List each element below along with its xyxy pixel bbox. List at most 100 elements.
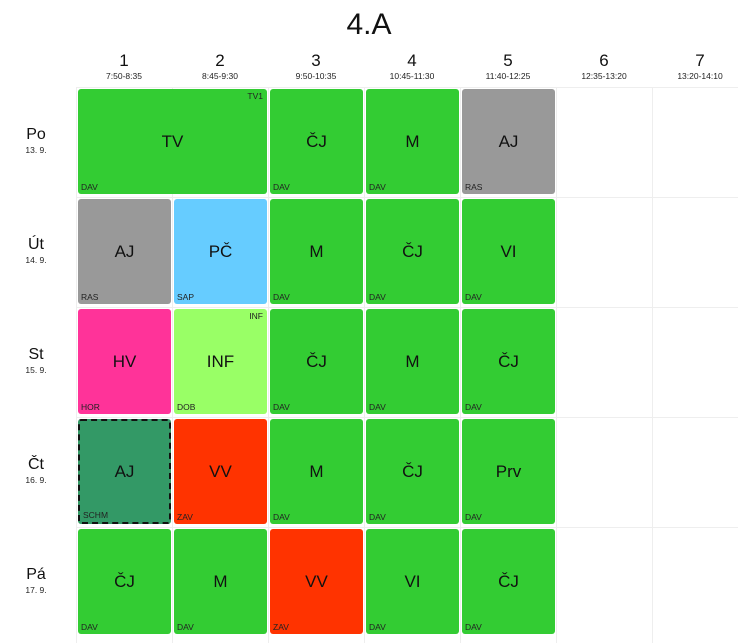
lesson-subject: ČJ bbox=[402, 461, 423, 481]
lesson-teacher: SAP bbox=[177, 292, 195, 302]
grid-line bbox=[76, 197, 738, 198]
lesson-teacher: DAV bbox=[369, 182, 386, 192]
lesson-cell[interactable]: ČJ DAV bbox=[366, 419, 459, 524]
timetable-title: 4.A bbox=[346, 8, 392, 41]
lesson-cell[interactable]: VV ZAV bbox=[270, 529, 363, 634]
lesson-cell[interactable]: M DAV bbox=[270, 419, 363, 524]
lesson-subject: ČJ bbox=[498, 351, 519, 371]
lesson-cell[interactable]: M DAV bbox=[270, 199, 363, 304]
lesson-subject: AJ bbox=[498, 131, 519, 151]
lesson-subject: VI bbox=[404, 571, 421, 591]
lesson-teacher: ZAV bbox=[177, 512, 193, 522]
lesson-cell[interactable]: AJ RAS bbox=[462, 89, 555, 194]
lesson-teacher: DAV bbox=[465, 512, 482, 522]
day-header: St 15. 9. bbox=[12, 346, 60, 376]
period-number: 7 bbox=[695, 51, 705, 70]
lesson-cell[interactable]: ČJ DAV bbox=[462, 309, 555, 414]
lesson-subject: AJ bbox=[114, 461, 135, 481]
lesson-cell[interactable]: ČJ DAV bbox=[78, 529, 171, 634]
day-date: 16. 9. bbox=[25, 475, 47, 485]
period-time: 8:45-9:30 bbox=[202, 71, 238, 81]
period-header: 5 11:40-12:25 bbox=[460, 52, 556, 82]
lesson-subject: ČJ bbox=[306, 131, 327, 151]
lesson-subject: ČJ bbox=[306, 351, 327, 371]
period-number: 6 bbox=[599, 51, 609, 70]
grid-line bbox=[172, 88, 173, 643]
lesson-teacher: DAV bbox=[273, 512, 290, 522]
period-number: 2 bbox=[215, 51, 225, 70]
lesson-room: INF bbox=[249, 311, 263, 321]
day-name: Po bbox=[26, 126, 46, 143]
lesson-teacher: DAV bbox=[81, 622, 98, 632]
period-time: 9:50-10:35 bbox=[295, 71, 337, 81]
lesson-teacher: DAV bbox=[465, 402, 482, 412]
lesson-subject: INF bbox=[206, 351, 235, 371]
day-date: 17. 9. bbox=[25, 585, 47, 595]
lesson-subject: M bbox=[309, 461, 324, 481]
lesson-cell[interactable]: ČJ DAV bbox=[270, 309, 363, 414]
period-time: 7:50-8:35 bbox=[106, 71, 142, 81]
lesson-teacher: DAV bbox=[369, 512, 386, 522]
lesson-room: TV1 bbox=[247, 91, 263, 101]
lesson-cell[interactable]: VI DAV bbox=[462, 199, 555, 304]
lesson-subject: HV bbox=[112, 351, 137, 371]
lesson-teacher: DAV bbox=[273, 292, 290, 302]
lesson-cell[interactable]: M DAV bbox=[366, 309, 459, 414]
grid-line bbox=[268, 88, 269, 643]
lesson-cell[interactable]: VI DAV bbox=[366, 529, 459, 634]
day-date: 14. 9. bbox=[25, 255, 47, 265]
lesson-subject: VV bbox=[209, 461, 232, 481]
lesson-teacher: DOB bbox=[177, 402, 196, 412]
grid-line bbox=[460, 88, 461, 643]
lesson-teacher: DAV bbox=[177, 622, 194, 632]
period-header: 3 9:50-10:35 bbox=[268, 52, 364, 82]
lesson-cell[interactable]: M DAV bbox=[174, 529, 267, 634]
lesson-cell[interactable]: AJ SCHM bbox=[78, 419, 171, 524]
lesson-cell[interactable]: VV ZAV bbox=[174, 419, 267, 524]
lesson-subject: VI bbox=[500, 241, 517, 261]
period-number: 3 bbox=[311, 51, 321, 70]
lesson-cell[interactable]: TV DAV TV1 bbox=[78, 89, 267, 194]
lesson-subject: ČJ bbox=[402, 241, 423, 261]
grid-line bbox=[556, 88, 557, 643]
lesson-subject: M bbox=[213, 571, 228, 591]
lesson-teacher: ZAV bbox=[273, 622, 289, 632]
lesson-teacher: DAV bbox=[369, 622, 386, 632]
lesson-teacher: RAS bbox=[465, 182, 483, 192]
grid-line bbox=[76, 88, 77, 643]
day-date: 15. 9. bbox=[25, 365, 47, 375]
lesson-teacher: HOR bbox=[81, 402, 100, 412]
period-time: 13:20-14:10 bbox=[677, 71, 723, 81]
lesson-teacher: DAV bbox=[273, 402, 290, 412]
grid-line bbox=[76, 87, 738, 88]
lesson-teacher: DAV bbox=[273, 182, 290, 192]
lesson-cell[interactable]: PČ SAP bbox=[174, 199, 267, 304]
lesson-subject: AJ bbox=[114, 241, 135, 261]
lesson-cell[interactable]: INF DOB INF bbox=[174, 309, 267, 414]
lesson-cell[interactable]: M DAV bbox=[366, 89, 459, 194]
lesson-cell[interactable]: HV HOR bbox=[78, 309, 171, 414]
lesson-teacher: DAV bbox=[369, 292, 386, 302]
period-header: 1 7:50-8:35 bbox=[76, 52, 172, 82]
period-header: 6 12:35-13:20 bbox=[556, 52, 652, 82]
lesson-subject: Prv bbox=[495, 461, 522, 481]
period-number: 5 bbox=[503, 51, 513, 70]
period-time: 12:35-13:20 bbox=[581, 71, 627, 81]
lesson-teacher: DAV bbox=[369, 402, 386, 412]
lesson-teacher: SCHM bbox=[83, 510, 109, 520]
grid-line bbox=[76, 527, 738, 528]
period-time: 10:45-11:30 bbox=[389, 71, 435, 81]
lesson-cell[interactable]: Prv DAV bbox=[462, 419, 555, 524]
lesson-cell[interactable]: ČJ DAV bbox=[366, 199, 459, 304]
lesson-subject: ČJ bbox=[498, 571, 519, 591]
period-time: 11:40-12:25 bbox=[485, 71, 531, 81]
lesson-cell[interactable]: AJ RAS bbox=[78, 199, 171, 304]
grid-line bbox=[76, 417, 738, 418]
lesson-teacher: DAV bbox=[81, 182, 98, 192]
lesson-subject: M bbox=[405, 351, 420, 371]
period-number: 1 bbox=[119, 51, 129, 70]
lesson-teacher: DAV bbox=[465, 622, 482, 632]
lesson-cell[interactable]: ČJ DAV bbox=[270, 89, 363, 194]
lesson-cell[interactable]: ČJ DAV bbox=[462, 529, 555, 634]
lesson-subject: M bbox=[405, 131, 420, 151]
